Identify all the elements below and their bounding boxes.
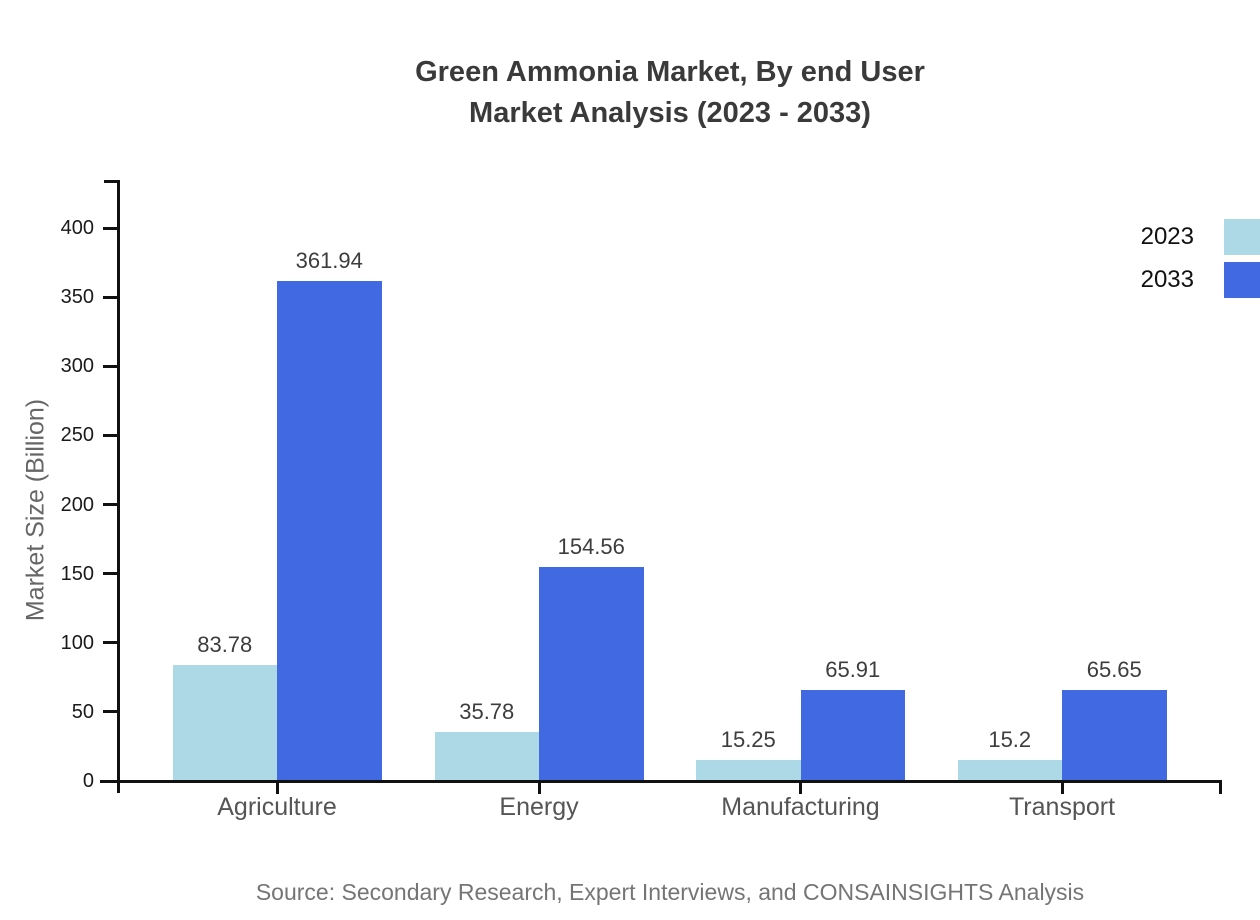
chart-title: Green Ammonia Market, By end User Market…	[118, 52, 1222, 134]
bar-2023-energy	[434, 731, 539, 781]
bar-2023-transport	[957, 759, 1062, 781]
x-category-label: Agriculture	[217, 793, 337, 821]
y-tick	[103, 226, 118, 230]
x-axis-right-cap	[1219, 780, 1222, 794]
y-tick-label: 200	[60, 493, 94, 516]
x-category-label: Energy	[499, 793, 579, 821]
y-tick	[103, 710, 118, 714]
y-axis-top-cap	[104, 180, 120, 183]
y-tick	[103, 641, 118, 645]
bar-value-label: 35.78	[459, 698, 515, 724]
y-tick-label: 250	[60, 424, 94, 447]
y-tick-label: 50	[71, 700, 94, 723]
x-tick	[799, 781, 802, 794]
y-tick	[103, 572, 118, 576]
x-tick	[537, 781, 541, 794]
legend: 2023 2033	[1141, 219, 1260, 298]
legend-item-2023: 2023	[1141, 219, 1260, 255]
bar-value-label: 154.56	[557, 534, 625, 560]
bar-value-label: 83.78	[197, 632, 253, 658]
y-tick-label: 400	[60, 217, 94, 239]
chart-title-line1: Green Ammonia Market, By end User	[415, 56, 925, 88]
y-tick	[103, 503, 118, 506]
bar-value-label: 15.2	[988, 726, 1032, 752]
legend-label-2033: 2033	[1140, 266, 1194, 293]
y-axis-line	[117, 180, 120, 793]
x-tick	[275, 781, 279, 794]
x-category-label: Manufacturing	[721, 793, 880, 821]
y-tick	[103, 295, 118, 299]
y-tick	[103, 364, 118, 368]
legend-label-2023: 2023	[1140, 223, 1194, 250]
bar-value-label: 361.94	[295, 247, 363, 273]
y-tick-label: 100	[60, 631, 94, 654]
x-tick	[1060, 781, 1064, 794]
bar-2023-agriculture	[172, 665, 277, 781]
legend-item-2033: 2033	[1141, 262, 1260, 298]
bar-value-label: 65.65	[1086, 657, 1142, 683]
legend-swatch-2023	[1224, 219, 1260, 255]
y-tick-label: 0	[82, 770, 94, 792]
x-category-label: Transport	[1008, 793, 1116, 821]
chart-title-line2: Market Analysis (2023 - 2033)	[469, 97, 871, 129]
source-note: Source: Secondary Research, Expert Inter…	[255, 879, 1085, 905]
bar-2033-energy	[539, 567, 644, 781]
bar-2033-agriculture	[277, 280, 382, 781]
bar-2033-transport	[1062, 690, 1167, 781]
y-tick-label: 300	[60, 355, 94, 378]
legend-swatch-2033	[1224, 262, 1260, 298]
bar-2023-manufacturing	[696, 759, 801, 781]
x-axis-line	[100, 780, 1222, 783]
y-tick-label: 350	[60, 286, 94, 309]
bar-value-label: 15.25	[720, 726, 776, 752]
y-tick-label: 150	[60, 562, 94, 585]
y-tick	[103, 433, 118, 437]
bar-value-label: 65.91	[825, 656, 881, 682]
bar-2033-manufacturing	[800, 689, 905, 781]
